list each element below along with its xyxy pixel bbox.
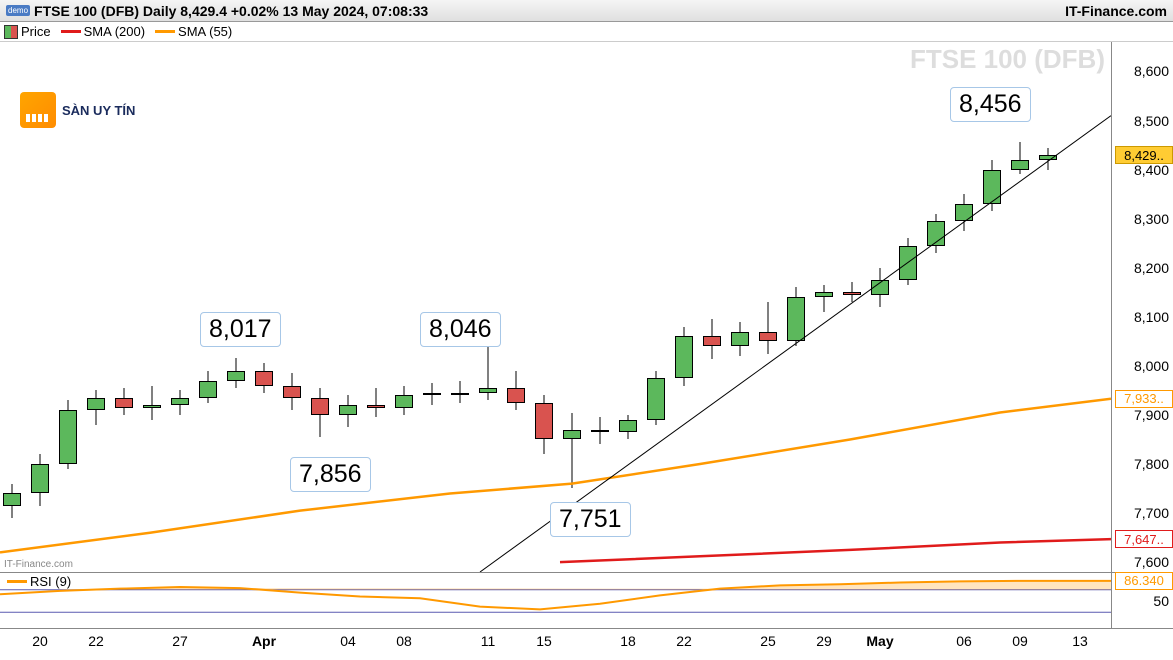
rsi-legend[interactable]: RSI (9) <box>4 574 74 589</box>
time-tick: May <box>866 633 893 649</box>
price-tick: 7,600 <box>1134 554 1169 570</box>
candle[interactable] <box>815 285 833 312</box>
candle[interactable] <box>451 381 469 403</box>
demo-badge: demo <box>6 5 30 16</box>
candle[interactable] <box>647 371 665 425</box>
candle[interactable] <box>563 413 581 489</box>
candle[interactable] <box>367 388 385 417</box>
candle[interactable] <box>955 194 973 231</box>
legend-sma55[interactable]: SMA (55) <box>155 24 232 39</box>
price-tick: 7,900 <box>1134 407 1169 423</box>
time-tick: 11 <box>481 633 496 649</box>
candle[interactable] <box>395 386 413 415</box>
time-tick: 27 <box>172 633 188 649</box>
price-tick: 7,800 <box>1134 456 1169 472</box>
candle[interactable] <box>143 386 161 420</box>
price-tick: 8,300 <box>1134 211 1169 227</box>
rsi-label: RSI (9) <box>30 574 71 589</box>
price-callout: 8,046 <box>420 312 501 347</box>
line-icon <box>61 30 81 33</box>
price-marker: 8,429.. <box>1115 146 1173 164</box>
candle[interactable] <box>311 388 329 437</box>
attribution: IT-Finance.com <box>4 559 73 570</box>
time-tick: 04 <box>340 633 356 649</box>
rsi-panel[interactable]: RSI (9) 86.340 50 <box>0 572 1173 628</box>
time-tick: 18 <box>620 633 636 649</box>
candle[interactable] <box>423 383 441 405</box>
time-axis: 20 22 27 Apr 04 08 11 15 18 22 25 29 May 06 09 13 <box>0 628 1173 660</box>
candle[interactable] <box>87 390 105 424</box>
time-tick: 15 <box>536 633 552 649</box>
candle[interactable] <box>255 363 273 392</box>
time-tick: 08 <box>396 633 412 649</box>
legend-price-label: Price <box>21 24 51 39</box>
price-tick: 8,600 <box>1134 63 1169 79</box>
candle[interactable] <box>339 395 357 427</box>
legend-sma200-label: SMA (200) <box>84 24 145 39</box>
candle[interactable] <box>227 358 245 388</box>
line-icon <box>7 580 27 583</box>
candle[interactable] <box>535 395 553 454</box>
candle[interactable] <box>675 327 693 386</box>
candle[interactable] <box>171 390 189 415</box>
price-axis: 7,600 7,700 7,800 7,900 8,000 8,100 8,200 8,300… <box>1111 42 1173 572</box>
candle-icon <box>4 25 18 39</box>
price-marker: 7,933.. <box>1115 390 1173 408</box>
header-bar: demo FTSE 100 (DFB) Daily 8,429.4 +0.02%… <box>0 0 1173 22</box>
candle[interactable] <box>507 371 525 410</box>
price-tick: 8,000 <box>1134 358 1169 374</box>
candle[interactable] <box>59 400 77 469</box>
legend-price[interactable]: Price <box>4 24 51 39</box>
time-tick: 22 <box>676 633 692 649</box>
price-chart[interactable]: FTSE 100 (DFB) SÀN UY TÍN 8,0177,8568,04… <box>0 42 1173 572</box>
price-tick: 8,200 <box>1134 260 1169 276</box>
candle[interactable] <box>3 484 21 518</box>
candle[interactable] <box>703 319 721 358</box>
plot-area[interactable]: 8,017 7,856 8,046 7,751 8,456 <box>0 42 1111 572</box>
rsi-axis: 86.340 50 <box>1111 573 1173 629</box>
time-tick: 29 <box>816 633 832 649</box>
candle[interactable] <box>843 282 861 302</box>
rsi-plot[interactable] <box>0 573 1111 629</box>
time-tick: 13 <box>1072 633 1088 649</box>
rsi-value-marker: 86.340 <box>1115 572 1173 590</box>
candle[interactable] <box>115 388 133 415</box>
price-marker: 7,647.. <box>1115 530 1173 548</box>
price-tick: 7,700 <box>1134 505 1169 521</box>
candle[interactable] <box>591 417 609 444</box>
rsi-tick: 50 <box>1153 593 1169 609</box>
candle[interactable] <box>899 238 917 285</box>
chart-title: FTSE 100 (DFB) Daily 8,429.4 +0.02% 13 M… <box>34 3 428 19</box>
time-tick: 20 <box>32 633 48 649</box>
time-tick: Apr <box>252 633 276 649</box>
price-tick: 8,500 <box>1134 113 1169 129</box>
legend-sma200[interactable]: SMA (200) <box>61 24 145 39</box>
price-callout: 8,456 <box>950 87 1031 122</box>
candle[interactable] <box>199 371 217 403</box>
candle[interactable] <box>619 415 637 440</box>
candle[interactable] <box>927 214 945 253</box>
candle[interactable] <box>759 302 777 354</box>
candle[interactable] <box>871 268 889 307</box>
legend-bar: Price SMA (200) SMA (55) <box>0 22 1173 42</box>
line-icon <box>155 30 175 33</box>
time-tick: 25 <box>760 633 776 649</box>
price-callout: 8,017 <box>200 312 281 347</box>
time-tick: 09 <box>1012 633 1028 649</box>
price-callout: 7,856 <box>290 457 371 492</box>
candle[interactable] <box>1011 142 1029 174</box>
candle[interactable] <box>283 373 301 410</box>
time-tick: 06 <box>956 633 972 649</box>
source-label: IT-Finance.com <box>1065 3 1167 19</box>
price-callout: 7,751 <box>550 502 631 537</box>
candle[interactable] <box>31 454 49 506</box>
price-tick: 8,100 <box>1134 309 1169 325</box>
legend-sma55-label: SMA (55) <box>178 24 232 39</box>
candle[interactable] <box>787 287 805 346</box>
time-tick: 22 <box>88 633 104 649</box>
candle[interactable] <box>731 322 749 356</box>
candle[interactable] <box>479 343 497 400</box>
candle[interactable] <box>1039 148 1057 170</box>
candle[interactable] <box>983 160 1001 212</box>
